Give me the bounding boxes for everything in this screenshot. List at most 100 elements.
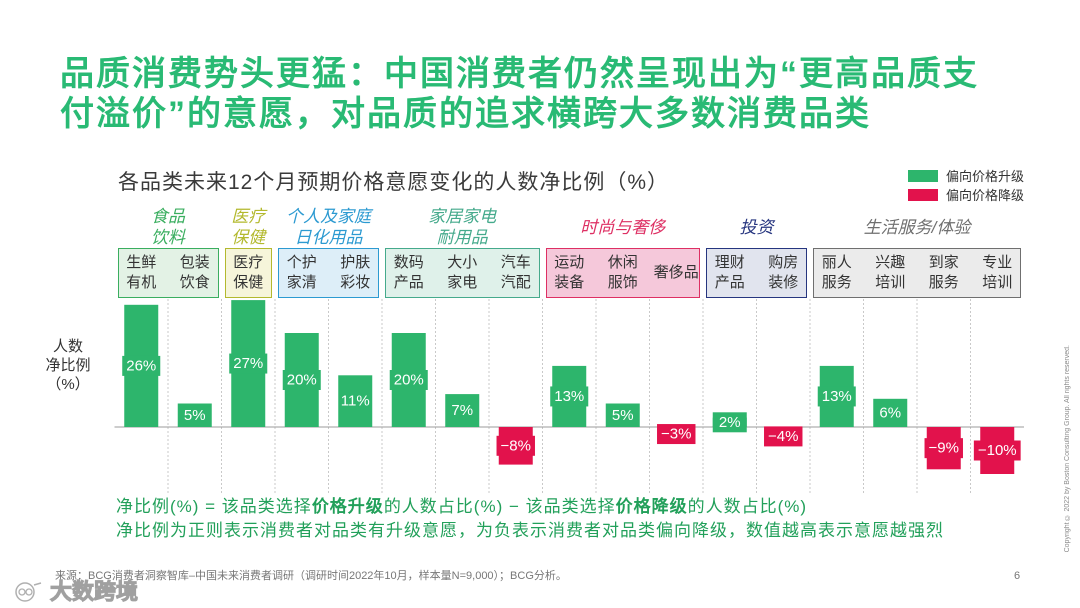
bar-5 — [338, 375, 373, 427]
category-label: 奢侈品 — [650, 248, 704, 298]
bar-2 — [177, 403, 212, 427]
category-label-line: 购房 — [768, 254, 799, 271]
data-label-9: 13% — [554, 388, 584, 405]
category-label-line: 休闲 — [607, 254, 638, 271]
category-label-line: 专业 — [982, 254, 1013, 271]
formula-text: 的人数占比(%) — [687, 497, 808, 516]
category-label: 购房 装修 — [757, 248, 811, 298]
group-label-line: 饮料 — [151, 228, 185, 247]
legend-swatch-upgrade — [908, 169, 938, 182]
formula-definition: 净比例(%) = 该品类选择价格升级的人数占比(%) − 该品类选择价格降级的人… — [116, 495, 944, 519]
group-label: 个人及家庭 日化用品 — [275, 205, 382, 249]
data-label-15: 6% — [879, 404, 901, 421]
category-label: 汽车 汽配 — [489, 248, 543, 298]
category-label: 到家 服务 — [917, 248, 971, 298]
bar-7 — [445, 394, 480, 427]
data-label-14: 13% — [822, 388, 852, 405]
group-label: 医疗 保健 — [222, 205, 276, 249]
category-label-line: 服务 — [928, 274, 959, 291]
data-label-10: 5% — [612, 407, 634, 424]
category-group-box — [278, 248, 379, 298]
category-label-line: 培训 — [875, 274, 906, 291]
category-label: 理财 产品 — [703, 248, 757, 298]
category-label: 包装 饮食 — [168, 248, 222, 298]
category-label-line: 医疗 — [233, 254, 264, 271]
category-label-line: 装修 — [768, 274, 799, 291]
category-label: 生鲜 有机 — [115, 248, 169, 298]
group-label-line: 医疗 — [231, 207, 266, 226]
category-label-line: 彩妆 — [340, 274, 371, 291]
bar-10 — [605, 403, 640, 427]
data-label-8: −8% — [501, 437, 531, 454]
y-axis-label-line: （%） — [46, 376, 90, 393]
data-label-12: 2% — [719, 414, 741, 431]
category-label-line: 奢侈品 — [653, 264, 699, 281]
category-label: 运动 装备 — [543, 248, 597, 298]
category-label-line: 饮食 — [179, 274, 210, 291]
data-label-background — [973, 440, 1021, 461]
data-label-background — [764, 426, 803, 447]
data-label-16: −9% — [929, 440, 959, 457]
category-label-line: 汽配 — [500, 274, 531, 291]
category-label-line: 个护 — [286, 254, 317, 271]
watermark: 大数跨境 — [14, 579, 139, 604]
slide-title-line: 付溢价”的意愿，对品质的追求横跨大多数消费品类 — [60, 95, 871, 133]
category-label-line: 护肤 — [340, 254, 371, 271]
category-label-line: 包装 — [179, 254, 210, 271]
category-label: 兴趣 培训 — [864, 248, 918, 298]
group-label-line: 日化用品 — [294, 228, 363, 247]
data-label-background — [550, 386, 589, 407]
watermark-logo-icon — [15, 582, 42, 602]
data-label-1: 26% — [126, 357, 156, 374]
data-label-13: −4% — [768, 428, 798, 445]
category-label: 大小 家电 — [436, 248, 490, 298]
category-label-line: 生鲜 — [126, 254, 157, 271]
category-label-line: 丽人 — [821, 254, 852, 271]
category-group-box — [545, 248, 700, 298]
legend: 偏向价格升级 偏向价格降级 — [908, 166, 1024, 204]
formula-explanation: 净比例为正则表示消费者对品类有升级意愿，为负表示消费者对品类偏向降级，数值越高表… — [116, 521, 944, 540]
category-label-line: 汽车 — [500, 254, 531, 271]
chart-title: 各品类未来12个月预期价格意愿变化的人数净比例（%） — [118, 171, 670, 194]
category-label: 丽人 服务 — [810, 248, 864, 298]
category-label-line: 家清 — [286, 274, 317, 291]
data-label-background — [657, 424, 696, 445]
group-label-line: 保健 — [231, 228, 266, 247]
data-label-background — [282, 370, 321, 390]
category-label-line: 产品 — [393, 274, 424, 291]
category-label-line: 数码 — [393, 254, 424, 271]
category-label: 休闲 服饰 — [596, 248, 650, 298]
category-label: 护肤 彩妆 — [329, 248, 383, 298]
category-label-line: 理财 — [714, 254, 745, 271]
category-label-line: 培训 — [982, 274, 1013, 291]
category-label-line: 保健 — [233, 274, 264, 291]
category-group-box — [706, 248, 807, 298]
group-label-line: 生活服务/体验 — [863, 217, 971, 237]
data-label-background — [924, 438, 963, 459]
category-label: 数码 产品 — [382, 248, 436, 298]
watermark-text: 大数跨境 — [49, 579, 139, 604]
group-label-line: 家居家电 — [428, 207, 497, 226]
data-label-background — [712, 412, 747, 433]
category-group-box — [813, 248, 1021, 298]
category-label: 专业 培训 — [971, 248, 1025, 298]
legend-label-upgrade: 偏向价格升级 — [946, 169, 1025, 184]
bar-15 — [873, 398, 908, 427]
category-label-line: 兴趣 — [875, 254, 906, 271]
data-label-background — [389, 370, 428, 390]
category-label-line: 产品 — [714, 274, 745, 291]
category-label: 医疗 保健 — [222, 248, 276, 298]
data-label-7: 7% — [451, 402, 473, 419]
category-label-line: 运动 — [554, 254, 585, 271]
slide-title: 品质消费势头更猛：中国消费者仍然呈现出为“更高品质支 付溢价”的意愿，对品质的追… — [60, 54, 979, 134]
category-label-line: 服饰 — [607, 274, 638, 291]
copyright-notice: Copyright © 2022 by Boston Consulting Gr… — [1064, 345, 1071, 553]
data-label-background — [496, 435, 535, 456]
category-label-line: 到家 — [928, 254, 959, 271]
data-label-17: −10% — [978, 442, 1017, 459]
category-label: 个护 家清 — [275, 248, 329, 298]
group-label: 家居家电 耐用品 — [382, 205, 543, 249]
category-label-line: 大小 — [447, 254, 478, 271]
